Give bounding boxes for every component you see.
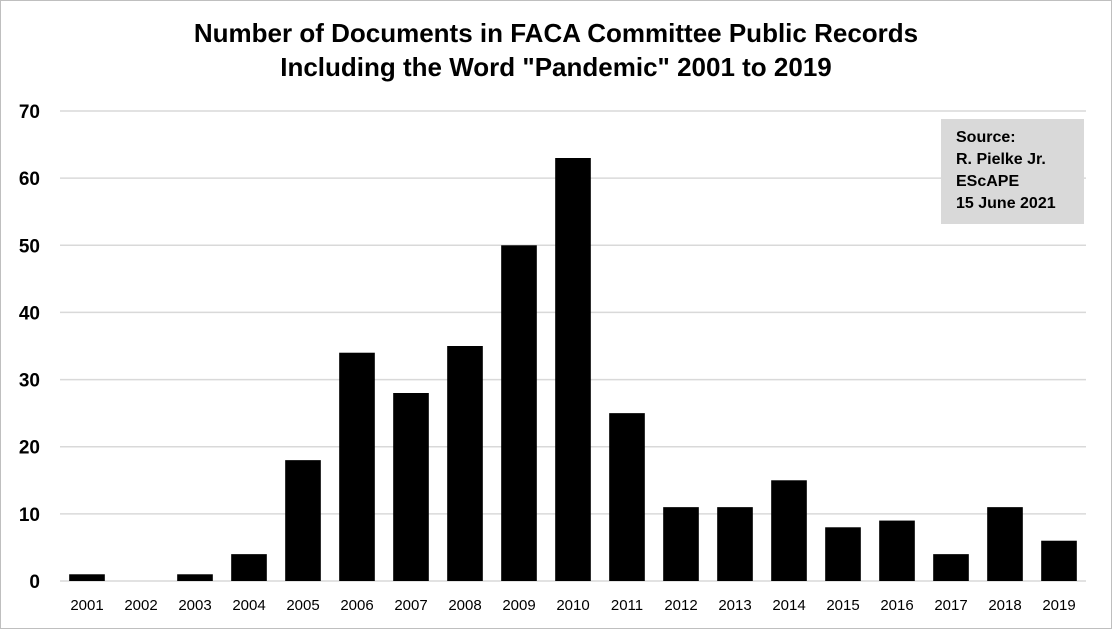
y-tick-label-60: 60 bbox=[19, 169, 40, 190]
chart-title-line-1: Number of Documents in FACA Committee Pu… bbox=[193, 18, 919, 48]
x-tick-label-2015: 2015 bbox=[826, 597, 859, 614]
x-tick-label-2002: 2002 bbox=[124, 597, 157, 614]
x-tick-label-2010: 2010 bbox=[556, 597, 589, 614]
x-tick-label-2004: 2004 bbox=[232, 597, 265, 614]
bar-2008 bbox=[447, 346, 483, 581]
bar-2004 bbox=[231, 554, 267, 581]
bar-2014 bbox=[771, 480, 807, 581]
bar-2005 bbox=[285, 460, 321, 581]
y-tick-label-0: 0 bbox=[29, 572, 40, 593]
source-line-4: 15 June 2021 bbox=[956, 195, 1056, 212]
bar-2003 bbox=[177, 574, 213, 581]
y-tick-label-30: 30 bbox=[19, 371, 40, 392]
y-tick-label-70: 70 bbox=[19, 102, 40, 123]
source-line-1: Source: bbox=[956, 129, 1016, 146]
x-tick-label-2011: 2011 bbox=[611, 597, 643, 614]
chart-title: Number of Documents in FACA Committee Pu… bbox=[0, 16, 1112, 84]
bar-2009 bbox=[501, 245, 537, 582]
bar-2010 bbox=[555, 158, 591, 581]
x-tick-label-2001: 2001 bbox=[70, 597, 103, 614]
bar-2012 bbox=[663, 507, 699, 581]
bars bbox=[69, 158, 1077, 582]
bar-2017 bbox=[933, 554, 969, 581]
y-tick-label-50: 50 bbox=[19, 236, 40, 257]
bar-2011 bbox=[609, 413, 645, 581]
x-tick-label-2005: 2005 bbox=[286, 597, 319, 614]
x-tick-label-2008: 2008 bbox=[448, 597, 481, 614]
bar-2006 bbox=[339, 352, 375, 581]
bar-2001 bbox=[69, 574, 105, 581]
source-note: Source: R. Pielke Jr. EScAPE 15 June 202… bbox=[941, 119, 1084, 224]
x-tick-label-2013: 2013 bbox=[718, 597, 751, 614]
y-tick-label-10: 10 bbox=[19, 505, 40, 526]
y-axis-tick-labels: 0 10 20 30 40 50 60 70 bbox=[19, 102, 40, 593]
x-tick-label-2017: 2017 bbox=[934, 597, 967, 614]
bar-2007 bbox=[393, 393, 429, 581]
bar-2018 bbox=[987, 507, 1023, 581]
x-tick-label-2006: 2006 bbox=[340, 597, 373, 614]
x-tick-label-2012: 2012 bbox=[664, 597, 697, 614]
x-tick-label-2016: 2016 bbox=[880, 597, 913, 614]
x-tick-label-2009: 2009 bbox=[502, 597, 535, 614]
bar-2013 bbox=[717, 507, 753, 581]
x-axis-tick-labels: 2001 2002 2003 2004 2005 2006 2007 2008 2009 2010… bbox=[70, 597, 1075, 614]
bar-2019 bbox=[1041, 540, 1077, 581]
source-line-3: EScAPE bbox=[956, 173, 1020, 190]
bar-2015 bbox=[825, 527, 861, 581]
y-tick-label-20: 20 bbox=[19, 438, 40, 459]
x-tick-label-2003: 2003 bbox=[178, 597, 211, 614]
chart-subtitle: Including the Word "Pandemic" 2001 to 20… bbox=[280, 52, 832, 82]
y-tick-label-40: 40 bbox=[19, 303, 40, 324]
x-tick-label-2019: 2019 bbox=[1042, 597, 1075, 614]
source-line-2: R. Pielke Jr. bbox=[956, 151, 1046, 168]
bar-2016 bbox=[879, 520, 915, 581]
x-tick-label-2018: 2018 bbox=[988, 597, 1021, 614]
x-tick-label-2014: 2014 bbox=[772, 597, 805, 614]
x-tick-label-2007: 2007 bbox=[394, 597, 427, 614]
